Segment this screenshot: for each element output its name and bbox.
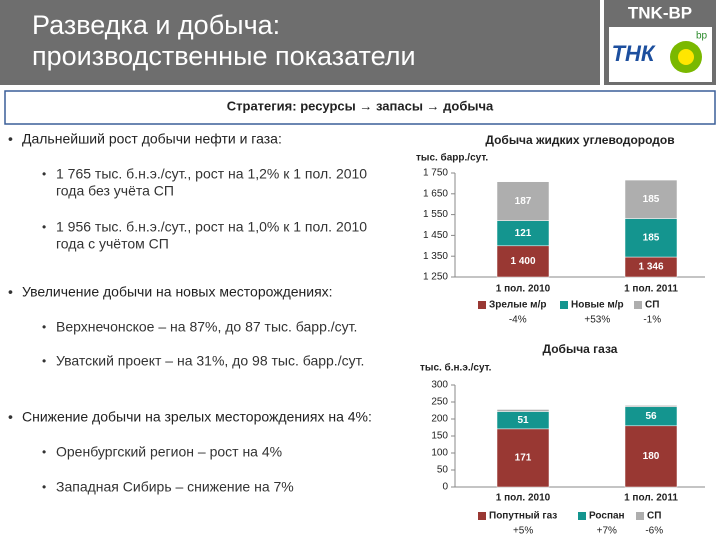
sub-bullet: Верхнечонское – на 87%, до 87 тыс. барр.… <box>56 319 357 335</box>
bar-segment <box>496 181 550 221</box>
sub-bullet-dot: • <box>42 480 46 494</box>
sub-bullet-dot: • <box>42 354 46 368</box>
legend-change: +5% <box>513 526 533 537</box>
bullet: Увеличение добычи на новых месторождения… <box>22 284 333 300</box>
legend-label: Попутный газ <box>489 511 557 522</box>
bullet: Дальнейший рост добычи нефти и газа: <box>22 131 282 147</box>
bar-segment <box>624 405 678 408</box>
sub-bullet: Оренбургский регион – рост на 4% <box>56 444 282 460</box>
value-label: 51 <box>517 415 529 426</box>
y-tick-label: 1 350 <box>423 251 448 262</box>
y-tick-label: 1 450 <box>423 230 448 241</box>
y-tick-label: 100 <box>431 448 448 459</box>
y-tick-label: 1 250 <box>423 272 448 283</box>
sub-bullet: 1 956 тыс. б.н.э./сут., рост на 1,0% к 1… <box>56 219 367 235</box>
x-tick-label: 1 пол. 2010 <box>496 493 551 504</box>
bar-segment <box>624 425 678 488</box>
value-label: 1 400 <box>510 256 535 267</box>
strategy: Стратегия: ресурсы → запасы → добыча <box>227 98 494 113</box>
legend-change: -1% <box>643 315 661 326</box>
legend-change: -6% <box>645 526 663 537</box>
legend-label: Зрелые м/р <box>489 300 546 311</box>
y-tick-label: 250 <box>431 397 448 408</box>
strategy-box <box>4 90 716 125</box>
sub-bullet-dot: • <box>42 445 46 459</box>
y-tick-label: 0 <box>442 482 448 493</box>
legend-swatch <box>560 301 568 309</box>
sub-bullet-dot: • <box>42 167 46 181</box>
value-label: 1 346 <box>638 262 663 273</box>
y-tick-label: 150 <box>431 431 448 442</box>
y-tick-label: 1 750 <box>423 168 448 179</box>
y-axis-label: тыс. б.н.э./сут. <box>420 362 492 374</box>
y-tick-label: 300 <box>431 380 448 391</box>
legend-change: -4% <box>509 315 527 326</box>
legend-swatch <box>636 512 644 520</box>
value-label: 187 <box>515 196 532 207</box>
legend-swatch <box>578 512 586 520</box>
legend-swatch <box>478 301 486 309</box>
sub-bullet-dot: • <box>42 320 46 334</box>
bar-segment <box>624 179 678 219</box>
bar-segment <box>496 428 550 488</box>
y-tick-label: 1 550 <box>423 209 448 220</box>
value-label: 121 <box>515 228 532 239</box>
sub-bullet: года без учёта СП <box>56 183 174 199</box>
y-tick-label: 1 650 <box>423 188 448 199</box>
sub-bullet: Уватский проект – на 31%, до 98 тыс. бар… <box>56 353 364 369</box>
chart-title: Добыча жидких углеводородов <box>485 133 674 147</box>
bar-segment <box>496 245 550 278</box>
value-label: 185 <box>643 194 660 205</box>
sub-bullet: Западная Сибирь – снижение на 7% <box>56 479 294 495</box>
sub-bullet-dot: • <box>42 220 46 234</box>
logo-bp-core <box>678 49 694 65</box>
legend-change: +7% <box>597 526 617 537</box>
legend-label: СП <box>645 300 659 311</box>
x-tick-label: 1 пол. 2011 <box>624 493 678 504</box>
header-band <box>0 0 600 85</box>
bullet: Снижение добычи на зрелых месторождениях… <box>22 409 372 425</box>
legend-label: Новые м/р <box>571 300 624 311</box>
legend-label: Роспан <box>589 511 625 522</box>
legend-swatch <box>478 512 486 520</box>
sub-bullet: 1 765 тыс. б.н.э./сут., рост на 1,2% к 1… <box>56 166 367 182</box>
logo-bp-text: bp <box>696 31 708 42</box>
bullet-dot: • <box>8 131 13 147</box>
bar-segment <box>496 409 550 412</box>
value-label: 180 <box>643 451 660 462</box>
title: производственные показатели <box>32 41 416 71</box>
x-tick-label: 1 пол. 2011 <box>624 284 678 295</box>
legend-change: +53% <box>584 315 610 326</box>
sub-bullet: года с учётом СП <box>56 236 169 252</box>
bar-segment <box>496 220 550 247</box>
logo-tnk: ТНК <box>612 41 656 66</box>
value-label: 171 <box>515 453 532 464</box>
bullet-dot: • <box>8 284 13 300</box>
value-label: 185 <box>643 232 660 243</box>
y-tick-label: 50 <box>437 465 449 476</box>
y-tick-label: 200 <box>431 414 448 425</box>
x-tick-label: 1 пол. 2010 <box>496 284 551 295</box>
chart-title: Добыча газа <box>543 342 618 356</box>
y-axis-label: тыс. барр./сут. <box>416 152 488 164</box>
value-label: 56 <box>645 411 657 422</box>
legend-swatch <box>634 301 642 309</box>
legend-label: СП <box>647 511 661 522</box>
logo-text: TNK-BP <box>628 3 692 22</box>
bullet-dot: • <box>8 409 13 425</box>
bar-segment <box>624 218 678 258</box>
title: Разведка и добыча: <box>32 10 280 40</box>
